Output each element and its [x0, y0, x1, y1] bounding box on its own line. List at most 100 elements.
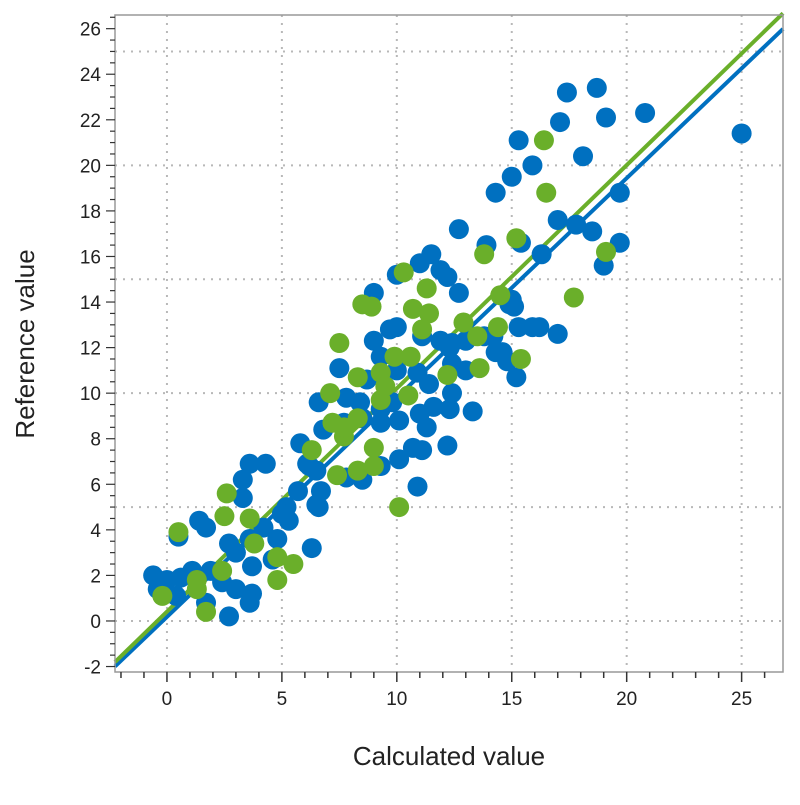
- data-point-series-2: [389, 497, 410, 518]
- data-point-series-1: [308, 497, 329, 518]
- data-point-series-2: [301, 440, 322, 461]
- data-point-series-1: [501, 166, 522, 187]
- data-point-series-1: [389, 410, 410, 431]
- data-point-series-2: [361, 296, 382, 317]
- data-point-series-1: [242, 556, 263, 577]
- data-point-series-1: [370, 346, 391, 367]
- data-point-series-1: [596, 107, 617, 128]
- data-point-series-1: [508, 317, 529, 338]
- grid-lines: [115, 15, 783, 672]
- data-point-series-2: [416, 278, 437, 299]
- x-tick-label: 25: [731, 689, 752, 710]
- data-point-series-2: [152, 585, 173, 606]
- data-point-series-1: [441, 383, 462, 404]
- data-point-series-1: [166, 585, 187, 606]
- data-point-series-1: [239, 453, 260, 474]
- data-point-series-1: [196, 517, 217, 538]
- data-point-series-2: [329, 333, 350, 354]
- plot-frame: [114, 14, 784, 673]
- data-point-series-1: [267, 528, 288, 549]
- data-point-series-1: [531, 244, 552, 265]
- data-point-series-2: [320, 383, 341, 404]
- data-point-series-1: [412, 440, 433, 461]
- data-point-series-2: [533, 130, 554, 151]
- data-point-series-2: [419, 303, 440, 324]
- data-point-series-2: [196, 601, 217, 622]
- data-point-series-1: [566, 214, 587, 235]
- y-tick-label: 24: [80, 65, 102, 86]
- data-point-series-1: [386, 317, 407, 338]
- data-point-series-2: [384, 346, 405, 367]
- data-point-series-2: [267, 569, 288, 590]
- data-point-series-2: [536, 182, 557, 203]
- x-tick-label: 5: [277, 689, 288, 710]
- data-point-series-1: [389, 449, 410, 470]
- data-point-series-1: [550, 112, 571, 133]
- y-tick-label: 26: [80, 20, 101, 41]
- data-point-series-2: [467, 326, 488, 347]
- data-point-series-1: [329, 358, 350, 379]
- data-point-series-1: [635, 102, 656, 123]
- data-point-series-2: [186, 579, 207, 600]
- data-point-series-1: [350, 392, 371, 413]
- data-point-series-1: [416, 417, 437, 438]
- data-point-series-1: [301, 538, 322, 559]
- data-point-series-1: [225, 542, 246, 563]
- x-tick-label: 10: [386, 689, 407, 710]
- x-tick-label: 15: [501, 689, 522, 710]
- y-tick-label: 22: [80, 111, 101, 132]
- data-point-series-1: [582, 221, 603, 242]
- data-point-series-1: [370, 412, 391, 433]
- data-point-series-1: [609, 182, 630, 203]
- y-axis-title: Reference value: [10, 249, 40, 438]
- y-tick-label: 8: [90, 430, 101, 451]
- y-tick-label: 2: [90, 566, 101, 587]
- data-point-series-2: [393, 262, 414, 283]
- data-point-series-2: [398, 385, 419, 406]
- data-point-series-1: [506, 367, 527, 388]
- data-point-series-2: [506, 228, 527, 249]
- data-point-series-1: [299, 456, 320, 477]
- data-point-series-2: [563, 287, 584, 308]
- data-point-series-1: [492, 342, 513, 363]
- data-point-series-1: [448, 219, 469, 240]
- data-point-series-2: [453, 312, 474, 333]
- data-point-series-2: [239, 508, 260, 529]
- data-point-series-2: [412, 319, 433, 340]
- data-point-series-1: [462, 401, 483, 422]
- data-point-series-2: [347, 460, 368, 481]
- data-point-series-2: [370, 389, 391, 410]
- data-point-series-1: [485, 182, 506, 203]
- data-point-series-2: [400, 346, 421, 367]
- data-point-series-2: [327, 465, 348, 486]
- x-tick-label: 20: [616, 689, 637, 710]
- data-point-series-2: [212, 560, 233, 581]
- data-point-series-1: [731, 123, 752, 144]
- data-point-series-1: [508, 130, 529, 151]
- data-point-series-1: [573, 146, 594, 167]
- y-tick-label: 10: [80, 384, 101, 405]
- data-point-series-2: [216, 483, 237, 504]
- data-point-series-1: [437, 435, 458, 456]
- data-point-series-1: [232, 487, 253, 508]
- data-point-series-2: [474, 244, 495, 265]
- y-tick-label: 12: [80, 339, 101, 360]
- data-point-series-2: [469, 358, 490, 379]
- data-point-series-2: [437, 364, 458, 385]
- data-point-series-1: [423, 396, 444, 417]
- data-points: [143, 77, 752, 627]
- data-point-series-1: [586, 77, 607, 98]
- x-axis-title: Calculated value: [353, 741, 545, 771]
- data-point-series-2: [347, 367, 368, 388]
- data-point-series-2: [244, 533, 265, 554]
- data-point-series-2: [214, 506, 235, 527]
- data-point-series-2: [402, 298, 423, 319]
- data-point-series-1: [278, 510, 299, 531]
- y-tick-label: 16: [80, 247, 101, 268]
- data-point-series-2: [510, 348, 531, 369]
- data-point-series-1: [529, 317, 550, 338]
- data-point-series-2: [283, 554, 304, 575]
- data-point-series-1: [448, 282, 469, 303]
- data-point-series-2: [363, 456, 384, 477]
